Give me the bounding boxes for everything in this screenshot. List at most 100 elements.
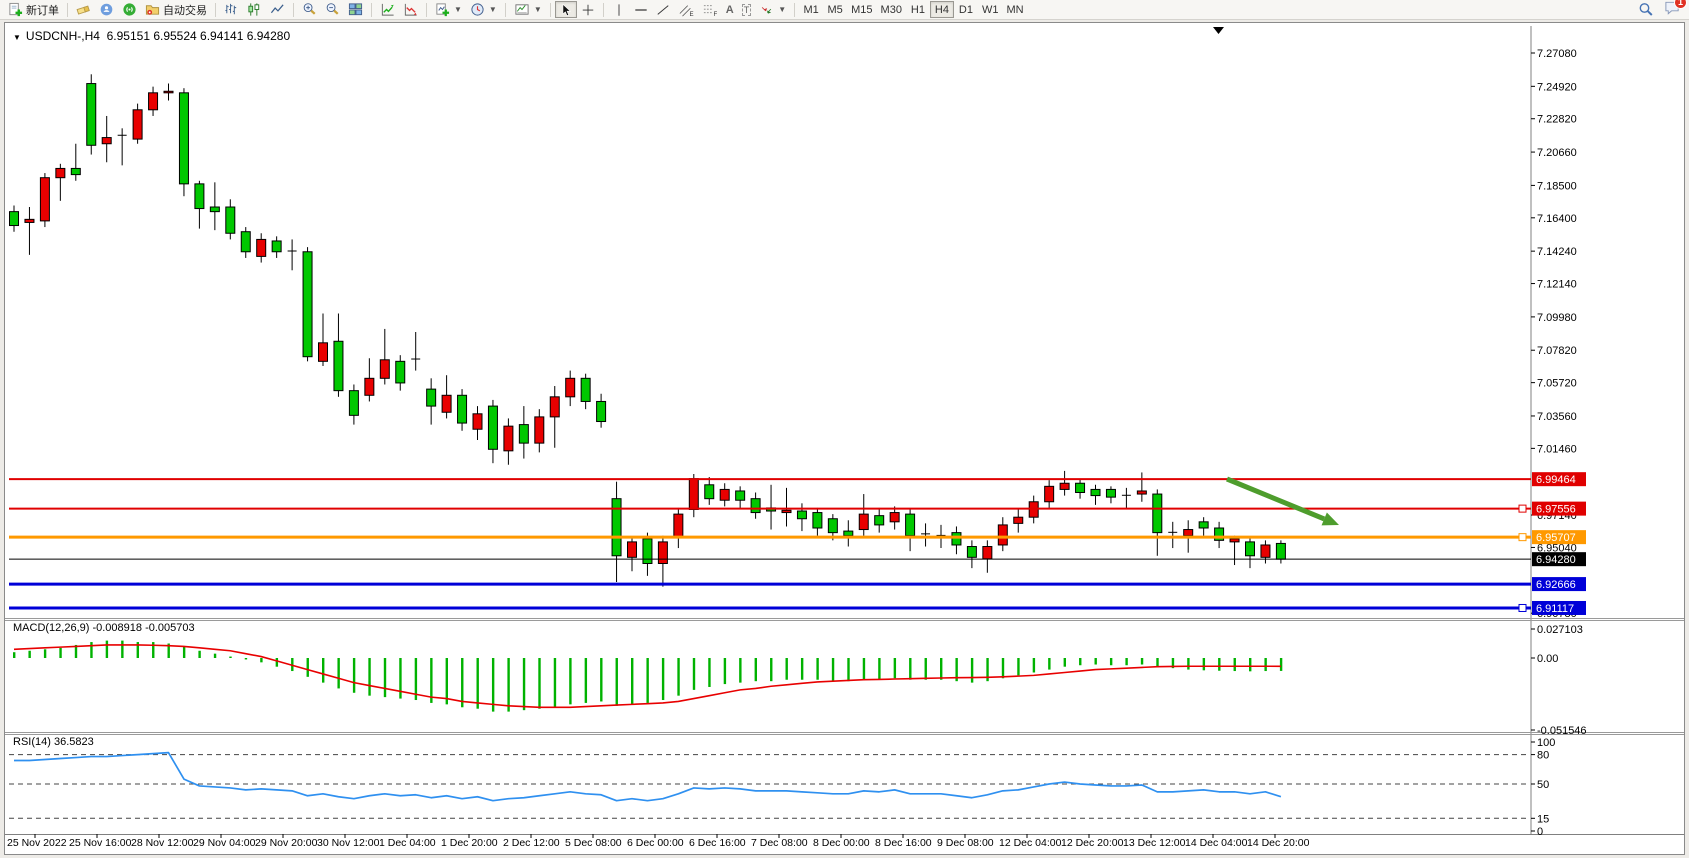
line-chart-button[interactable]: [266, 1, 289, 18]
timeframe-button-M30[interactable]: M30: [877, 1, 906, 18]
rsi-tick-label: 80: [1537, 750, 1549, 762]
profiles-button[interactable]: ▼: [510, 1, 546, 18]
chevron-down-icon: ▼: [488, 5, 497, 14]
indicator-add-button[interactable]: [399, 1, 422, 18]
date-tick-label: 1 Dec 04:00: [379, 837, 436, 849]
toolbar-separator: [549, 2, 551, 17]
tile-windows-icon: [348, 2, 363, 17]
price-tick-label: 7.27080: [1537, 48, 1577, 60]
text-label-tool-button[interactable]: T: [738, 1, 756, 18]
crosshair-icon: [581, 3, 595, 17]
zoom-in-icon: [302, 2, 317, 17]
toolbar: 新订单 自动交易: [0, 0, 1689, 20]
price-line-badge: [1532, 552, 1586, 567]
new-order-button[interactable]: 新订单: [4, 1, 63, 18]
toolbar-separator: [371, 2, 372, 17]
cursor-tool-button[interactable]: [554, 1, 577, 18]
rsi-tick-label: 0: [1537, 826, 1543, 838]
trendline-icon: [656, 3, 670, 17]
indicator-window-button[interactable]: [376, 1, 399, 18]
scroll-to-end-icon[interactable]: [1213, 27, 1224, 34]
timeframe-button-M15[interactable]: M15: [847, 1, 876, 18]
date-tick-label: 12 Dec 04:00: [999, 837, 1062, 849]
date-tick-label: 29 Nov 04:00: [193, 837, 256, 849]
new-chart-button[interactable]: ▼: [431, 1, 466, 18]
macd-tick-label: 0.00: [1537, 653, 1558, 665]
date-tick-label: 8 Dec 00:00: [813, 837, 870, 849]
timeframe-button-H4[interactable]: H4: [929, 1, 954, 18]
arrows-icon: [759, 3, 774, 17]
price-line-badge-label: 6.91117: [1536, 603, 1574, 615]
rsi-tick-label: 50: [1537, 779, 1549, 791]
rsi-indicator-label: RSI(14) 36.5823: [13, 736, 94, 748]
macd-histogram: [13, 640, 1283, 712]
search-button[interactable]: [1634, 1, 1658, 18]
toolbar-separator: [794, 2, 796, 17]
timeframe-button-M5[interactable]: M5: [823, 1, 847, 18]
signal-icon: [122, 2, 137, 17]
macd-tick-label: -0.051546: [1537, 725, 1587, 737]
fibonacci-tool-button[interactable]: F: [698, 1, 722, 18]
signal-button[interactable]: [118, 1, 141, 18]
price-line-badge: [1532, 472, 1586, 487]
zoom-out-button[interactable]: [321, 1, 344, 18]
price-tick-label: 7.22820: [1537, 114, 1577, 126]
macd-indicator-label: MACD(12,26,9) -0.008918 -0.005703: [13, 622, 195, 634]
arrows-tool-button[interactable]: ▼: [755, 1, 790, 18]
macd-signal-line: [13, 644, 1281, 709]
date-tick-label: 25 Nov 2022: [7, 837, 67, 849]
date-tick-label: 29 Nov 20:00: [255, 837, 318, 849]
date-tick-label: 12 Dec 20:00: [1061, 837, 1124, 849]
chat-badge: 1: [1674, 0, 1687, 9]
date-tick-label: 6 Dec 00:00: [627, 837, 684, 849]
chart-canvas[interactable]: 7.27080 7.24920 7.22820 7.20660 7.18500 7.164…: [5, 23, 1684, 854]
publish-button[interactable]: [95, 1, 118, 18]
vertical-line-icon: [612, 3, 626, 17]
price-tick-label: 7.09980: [1537, 312, 1577, 324]
date-tick-label: 28 Nov 12:00: [131, 837, 194, 849]
price-line-badge-label: 6.92666: [1536, 579, 1576, 591]
zoom-in-button[interactable]: [298, 1, 321, 18]
timeframe-button-M1[interactable]: M1: [799, 1, 823, 18]
date-tick-label: 1 Dec 20:00: [441, 837, 498, 849]
price-line-badge-label: 6.95707: [1536, 532, 1576, 544]
chart-title: ▼ USDCNH-,H4 6.95151 6.95524 6.94141 6.94…: [13, 29, 290, 43]
date-tick-label: 2 Dec 12:00: [503, 837, 560, 849]
eraser-button[interactable]: [72, 1, 95, 18]
candlestick-chart-button[interactable]: [243, 1, 266, 18]
fibonacci-icon: F: [702, 3, 718, 17]
price-line-badge-label: 6.94280: [1536, 554, 1576, 566]
price-tick-label: 6.95040: [1537, 542, 1577, 554]
text-tool-button[interactable]: A: [722, 1, 738, 18]
rsi-line: [14, 751, 1282, 802]
candlestick-series: [9, 74, 1286, 587]
vertical-line-tool-button[interactable]: [608, 1, 630, 18]
date-tick-label: 14 Dec 20:00: [1247, 837, 1310, 849]
horizontal-line-tool-button[interactable]: [630, 1, 652, 18]
chart-window[interactable]: ▼ USDCNH-,H4 6.95151 6.95524 6.94141 6.94…: [4, 22, 1685, 855]
indicator-add-icon: [403, 2, 418, 17]
trendline-tool-button[interactable]: [652, 1, 674, 18]
publish-icon: [99, 2, 114, 17]
timeframe-button-H1[interactable]: H1: [906, 1, 930, 18]
toolbar-separator: [504, 2, 506, 17]
price-line-badge: [1532, 577, 1586, 592]
crosshair-tool-button[interactable]: [577, 1, 599, 18]
svg-text:E: E: [689, 11, 693, 17]
date-tick-label: 13 Dec 12:00: [1123, 837, 1186, 849]
tile-windows-button[interactable]: [344, 1, 367, 18]
new-order-label: 新订单: [26, 4, 59, 17]
auto-trading-button[interactable]: 自动交易: [141, 1, 211, 18]
channel-tool-button[interactable]: E: [674, 1, 698, 18]
toolbar-separator: [293, 2, 294, 17]
chat-button[interactable]: 1: [1664, 0, 1687, 19]
toolbar-separator: [215, 2, 216, 17]
price-line-badge: [1532, 530, 1586, 545]
toolbar-separator: [67, 2, 68, 17]
window-menu-icon[interactable]: ▼: [13, 33, 21, 42]
bar-chart-button[interactable]: [220, 1, 243, 18]
timeframe-button-D1[interactable]: D1: [954, 1, 978, 18]
timeframe-button-MN[interactable]: MN: [1002, 1, 1027, 18]
period-button[interactable]: ▼: [466, 1, 501, 18]
timeframe-button-W1[interactable]: W1: [978, 1, 1003, 18]
